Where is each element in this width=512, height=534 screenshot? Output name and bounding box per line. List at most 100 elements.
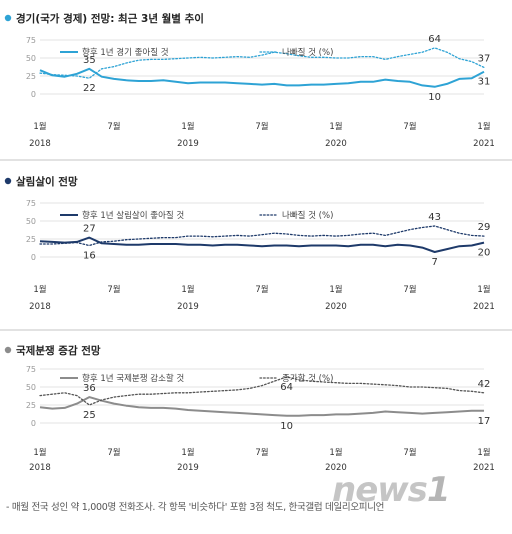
legend-label: 나빠질 것 (%) xyxy=(282,47,333,58)
data-point xyxy=(39,395,40,396)
data-point xyxy=(372,412,373,413)
data-point xyxy=(372,81,373,82)
data-point xyxy=(397,232,398,233)
data-point xyxy=(76,75,77,76)
data-point xyxy=(261,84,262,85)
x-tick-month: 1월 xyxy=(181,447,194,458)
data-point xyxy=(360,413,361,414)
data-point xyxy=(298,85,299,86)
data-point xyxy=(150,59,151,60)
data-point xyxy=(89,404,90,405)
data-label: 20 xyxy=(478,248,491,259)
series-line-2 xyxy=(39,225,485,247)
data-point xyxy=(200,410,201,411)
data-point xyxy=(323,245,324,246)
data-label: 22 xyxy=(83,83,96,94)
data-point xyxy=(138,80,139,81)
data-point xyxy=(360,56,361,57)
data-point xyxy=(52,394,53,395)
data-point xyxy=(249,83,250,84)
data-label: 36 xyxy=(83,383,96,394)
data-point xyxy=(187,57,188,58)
x-tick-year: 2019 xyxy=(177,463,199,473)
data-point xyxy=(126,80,127,81)
data-point xyxy=(175,243,176,244)
data-point xyxy=(101,243,102,244)
data-point xyxy=(471,61,472,62)
data-point xyxy=(422,227,423,228)
data-point xyxy=(446,412,447,413)
x-tick-month: 7월 xyxy=(403,121,416,132)
data-point xyxy=(397,80,398,81)
data-point xyxy=(471,245,472,246)
data-point xyxy=(348,83,349,84)
data-label: 17 xyxy=(478,416,491,427)
data-point xyxy=(89,237,90,238)
data-point xyxy=(360,233,361,234)
x-tick-month: 1월 xyxy=(33,447,46,458)
data-point xyxy=(237,83,238,84)
data-point xyxy=(446,52,447,53)
data-point xyxy=(274,233,275,234)
x-tick-month: 7월 xyxy=(255,284,268,295)
data-point xyxy=(249,245,250,246)
x-tick-year: 2018 xyxy=(29,302,51,312)
data-point xyxy=(224,244,225,245)
x-tick-month: 7월 xyxy=(403,447,416,458)
title-bullet-icon xyxy=(4,346,12,354)
data-point xyxy=(39,241,40,242)
data-point xyxy=(113,241,114,242)
data-point xyxy=(249,413,250,414)
data-point xyxy=(113,243,114,244)
data-point xyxy=(385,59,386,60)
data-point xyxy=(471,78,472,79)
data-point xyxy=(298,235,299,236)
data-point xyxy=(52,74,53,75)
data-point xyxy=(200,236,201,237)
data-point xyxy=(224,82,225,83)
data-point xyxy=(138,244,139,245)
data-point xyxy=(323,235,324,236)
x-tick-month: 1월 xyxy=(33,121,46,132)
data-point xyxy=(286,85,287,86)
data-point xyxy=(409,412,410,413)
data-point xyxy=(89,245,90,246)
y-tick-label: 25 xyxy=(26,235,36,244)
data-point xyxy=(101,399,102,400)
data-point xyxy=(422,386,423,387)
data-point xyxy=(138,407,139,408)
data-point xyxy=(274,381,275,382)
data-point xyxy=(286,245,287,246)
data-point xyxy=(249,236,250,237)
data-point xyxy=(163,393,164,394)
x-tick-month: 1월 xyxy=(329,284,342,295)
data-point xyxy=(187,236,188,237)
data-point xyxy=(138,394,139,395)
data-point xyxy=(249,57,250,58)
data-point xyxy=(212,245,213,246)
data-point xyxy=(64,75,65,76)
series-line-2 xyxy=(39,376,485,406)
data-point xyxy=(372,244,373,245)
data-point xyxy=(335,414,336,415)
data-point xyxy=(52,408,53,409)
data-label: 27 xyxy=(83,224,96,235)
data-point xyxy=(397,56,398,57)
data-point xyxy=(64,76,65,77)
data-point xyxy=(150,407,151,408)
data-point xyxy=(138,60,139,61)
data-point xyxy=(360,244,361,245)
data-point xyxy=(385,235,386,236)
data-point xyxy=(348,246,349,247)
data-point xyxy=(385,246,386,247)
x-tick-month: 1월 xyxy=(329,447,342,458)
data-point xyxy=(187,83,188,84)
data-point xyxy=(224,412,225,413)
data-point xyxy=(126,62,127,63)
data-point xyxy=(89,78,90,79)
data-point xyxy=(335,83,336,84)
y-tick-label: 0 xyxy=(31,253,36,262)
data-point xyxy=(163,243,164,244)
